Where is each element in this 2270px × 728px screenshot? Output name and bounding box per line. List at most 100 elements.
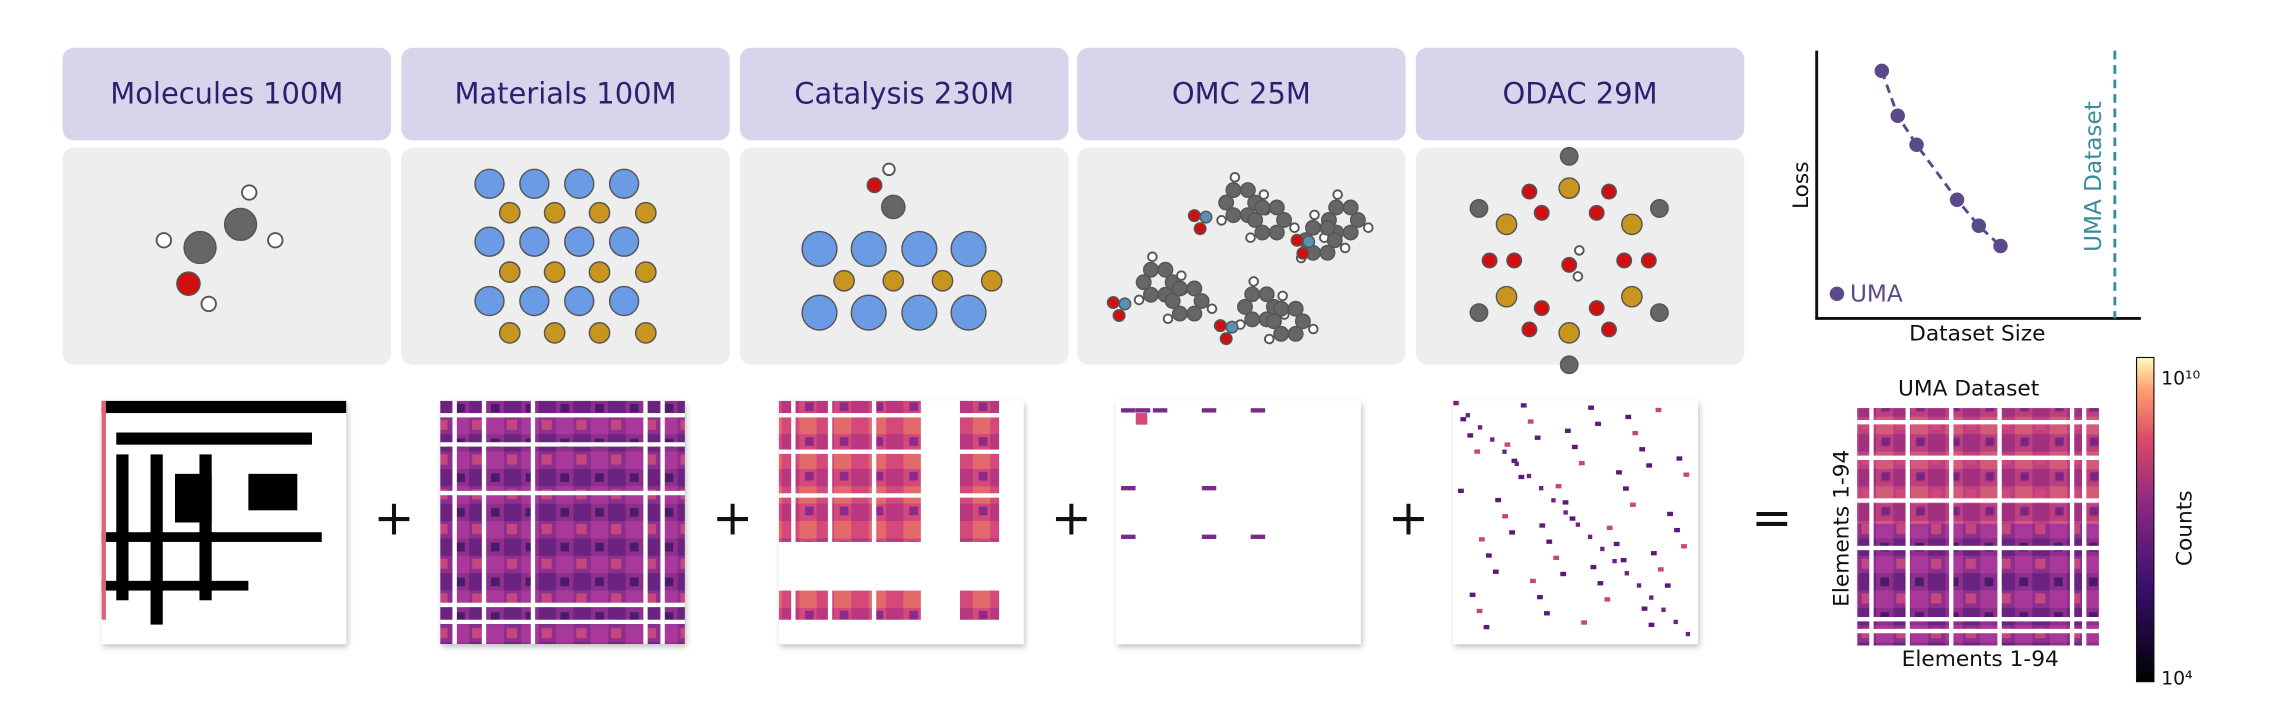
heatmap-cell xyxy=(1560,571,1567,577)
heatmap-cell xyxy=(959,400,1000,542)
heatmap-cell xyxy=(1121,534,1136,539)
atom xyxy=(608,168,640,200)
reference-line-label: UMA Dataset xyxy=(2081,101,2107,252)
atom xyxy=(1616,252,1633,269)
heatmap-cell xyxy=(1544,611,1550,616)
heatmap-gap xyxy=(1857,455,2099,460)
heatmap-title: UMA Dataset xyxy=(1898,376,2039,401)
heatmap-cell xyxy=(1201,408,1217,413)
atom xyxy=(200,295,217,313)
operator: = xyxy=(1751,489,1792,547)
atom xyxy=(1349,212,1366,228)
panel-label: Molecules 100M xyxy=(110,77,343,111)
heatmap-cell xyxy=(174,473,212,523)
atom xyxy=(1171,280,1188,297)
atom xyxy=(183,230,217,265)
atom xyxy=(1650,303,1669,323)
x-axis-label: Elements 1-94 xyxy=(1902,647,2059,672)
heatmap-gap xyxy=(452,400,457,645)
heatmap-cell xyxy=(1606,525,1613,530)
atom xyxy=(1206,303,1218,315)
heatmap-cell xyxy=(1509,530,1515,535)
atom xyxy=(1248,276,1259,287)
atom xyxy=(519,168,550,200)
heatmap-cell xyxy=(101,400,106,620)
atom xyxy=(1118,297,1132,311)
operator: + xyxy=(1051,489,1092,547)
atom xyxy=(1572,271,1584,282)
atom xyxy=(1187,209,1201,223)
heatmap-cell xyxy=(1563,510,1568,515)
atom xyxy=(1521,183,1538,200)
atom xyxy=(1199,210,1213,224)
heatmap-cell xyxy=(1616,470,1622,475)
heatmap-cell xyxy=(1504,442,1511,447)
atom xyxy=(882,269,905,292)
heatmap-cell xyxy=(1483,624,1490,630)
heatmap-cell xyxy=(1664,583,1671,588)
heatmap-cell xyxy=(1613,541,1620,547)
atom xyxy=(1342,199,1359,216)
heatmap-cell xyxy=(1502,449,1507,454)
x-axis-label: Dataset Size xyxy=(1909,321,2045,346)
atom xyxy=(1265,313,1282,330)
atom xyxy=(267,232,284,249)
heatmap-cell xyxy=(1135,408,1151,413)
atom xyxy=(1237,298,1253,315)
atom xyxy=(1287,300,1304,317)
atom xyxy=(1574,245,1585,256)
atom xyxy=(1621,285,1643,308)
atom xyxy=(1157,261,1174,278)
heatmap-cell xyxy=(1121,486,1136,491)
heatmap-cell xyxy=(1534,435,1541,440)
atom xyxy=(1218,194,1235,211)
heatmap-gap xyxy=(530,400,536,645)
atom xyxy=(223,207,258,241)
heatmap-gap xyxy=(1949,408,1954,646)
atom xyxy=(564,226,595,257)
atom xyxy=(155,232,173,249)
heatmap-frame xyxy=(1116,400,1361,645)
heatmap-cell xyxy=(1518,474,1525,480)
heatmap-cell xyxy=(1661,607,1666,612)
heatmap-cell xyxy=(1152,408,1168,413)
heatmap-gap xyxy=(1857,617,2099,622)
heatmap-cell xyxy=(1676,456,1683,461)
heatmap-cell xyxy=(1641,606,1648,611)
atom xyxy=(801,230,838,268)
heatmap-gap xyxy=(1857,628,2099,634)
heatmap-cell xyxy=(959,590,1000,620)
heatmap-cell xyxy=(1623,486,1629,491)
atom xyxy=(564,168,595,200)
atom xyxy=(1469,303,1489,323)
atom xyxy=(543,322,566,344)
atom xyxy=(1133,294,1145,306)
atom xyxy=(1533,204,1550,221)
atom xyxy=(801,294,838,331)
heatmap-gap xyxy=(827,400,833,645)
heatmap-cell xyxy=(1646,463,1653,468)
heatmap-cell xyxy=(1465,413,1470,418)
structure-box xyxy=(1077,147,1406,365)
atom xyxy=(588,322,611,344)
heatmap-gap xyxy=(440,619,685,625)
heatmap-gap xyxy=(2081,408,2087,646)
heatmap-cell xyxy=(1121,408,1136,413)
heatmap-cell xyxy=(101,580,249,591)
heatmap-gap xyxy=(660,400,665,645)
heatmap-cell xyxy=(1648,622,1655,628)
heatmap-cell xyxy=(1630,502,1636,507)
y-axis-label: Loss xyxy=(1789,161,1814,209)
heatmap-cell xyxy=(1612,558,1617,564)
heatmap-cell xyxy=(1526,473,1532,479)
atom xyxy=(901,230,938,268)
heatmap-cell xyxy=(1588,405,1594,410)
heatmap-gap xyxy=(1857,420,2099,425)
scatter-point xyxy=(1993,238,2008,254)
atom xyxy=(1342,224,1359,241)
panel-header xyxy=(1415,47,1745,141)
atom xyxy=(950,294,987,331)
atom xyxy=(498,322,521,344)
heatmap-cell xyxy=(1562,500,1569,505)
panel-label: ODAC 29M xyxy=(1503,77,1658,111)
